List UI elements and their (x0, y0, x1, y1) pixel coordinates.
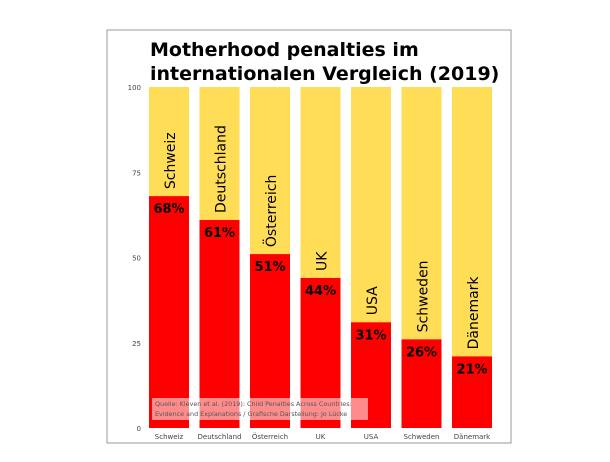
chart-title-line-1: Motherhood penalties im (150, 39, 419, 61)
x-tick-label: UK (316, 433, 326, 441)
bar-remainder (199, 87, 240, 220)
bar-remainder (300, 87, 341, 278)
bar-value (452, 356, 492, 428)
x-tick-label: Deutschland (198, 433, 242, 441)
bar-group: 68% Schweiz Schweiz (149, 87, 189, 441)
y-tick-label: 0 (137, 425, 141, 433)
bar-remainder (351, 87, 391, 323)
chart-title-line-2: internationalen Vergleich (2019) (150, 63, 499, 85)
bar-remainder (149, 87, 189, 197)
x-tick-label: Dänemark (454, 433, 491, 441)
bar-value-label: 26% (406, 345, 437, 360)
bar-category-label: Deutschland (214, 125, 230, 213)
y-axis: 0 25 50 75 100 (128, 84, 141, 433)
y-tick-label: 25 (132, 340, 141, 348)
bar-value-label: 21% (456, 362, 487, 377)
bar-group: 31% USA USA (351, 87, 391, 441)
bar-group: 44% UK UK (300, 87, 341, 441)
bar-category-label: Schweiz (163, 132, 179, 189)
bar-value-label: 68% (153, 202, 184, 217)
x-tick-label: Schweiz (155, 433, 184, 441)
source-note: Quelle: Kleven et al. (2019): Child Pena… (152, 398, 368, 420)
y-tick-label: 75 (132, 169, 141, 177)
bar-group: 21% Dänemark Dänemark (452, 87, 492, 441)
y-tick-label: 50 (132, 255, 141, 263)
bar-remainder (452, 87, 492, 357)
bar-category-label: Dänemark (466, 276, 482, 350)
bar-category-label: USA (365, 286, 381, 315)
bar-value-label: 31% (355, 328, 386, 343)
source-background (152, 398, 368, 420)
bar-value-label: 51% (254, 260, 285, 275)
bars: 68% Schweiz Schweiz 61% Deutschland Deutschla… (149, 87, 492, 441)
bar-value (149, 196, 189, 428)
bar-category-label: Österreich (262, 175, 280, 247)
bar-remainder (250, 87, 290, 255)
bar-category-label: Schweden (416, 260, 432, 332)
bar-remainder (401, 87, 442, 340)
bar-group: 61% Deutschland Deutschland (198, 87, 242, 441)
bar-group: 26% Schweden Schweden (401, 87, 442, 441)
y-tick-label: 100 (128, 84, 141, 92)
bar-group: 51% Österreich Österreich (250, 87, 290, 441)
x-tick-label: Schweden (404, 433, 440, 441)
bar-value (199, 219, 240, 428)
bar-category-label: UK (315, 251, 331, 271)
bar-value-label: 61% (204, 226, 235, 241)
x-tick-label: Österreich (252, 432, 288, 441)
source-text-line: Evidence and Explanations / Grafische Da… (155, 410, 347, 418)
x-tick-label: USA (364, 433, 379, 441)
source-text-line: Quelle: Kleven et al. (2019): Child Pena… (155, 400, 352, 408)
bar-value (401, 339, 442, 428)
bar-value-label: 44% (305, 284, 336, 299)
